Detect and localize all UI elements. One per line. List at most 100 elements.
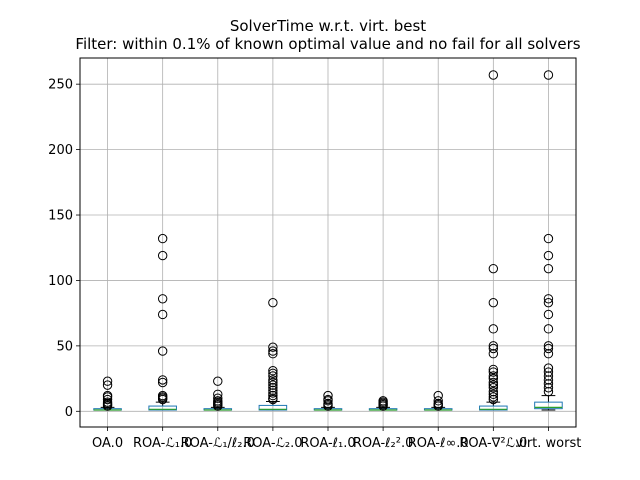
outlier-point xyxy=(102,394,113,405)
outlier-point xyxy=(157,390,168,401)
outlier-point xyxy=(268,368,278,379)
outlier-point xyxy=(213,376,223,386)
outlier-point xyxy=(268,380,278,390)
outlier-point xyxy=(488,371,499,381)
outlier-point xyxy=(323,390,333,401)
outlier-point xyxy=(543,250,554,261)
outlier-point xyxy=(543,367,554,377)
x-tick-label: ROA-ℓ₂².0 xyxy=(353,436,414,451)
x-tick-label: ROA-ℒ₂.0 xyxy=(243,436,302,451)
outlier-point xyxy=(488,389,499,399)
box-7 xyxy=(479,70,508,411)
outlier-point xyxy=(488,349,499,359)
outlier-point xyxy=(543,386,554,397)
box-iqr xyxy=(479,405,508,411)
outlier-point xyxy=(543,341,554,351)
outlier-point xyxy=(157,233,168,244)
outlier-point xyxy=(102,397,113,407)
box-1 xyxy=(148,233,177,411)
box-8 xyxy=(534,70,563,411)
outlier-point xyxy=(268,388,278,398)
outlier-point xyxy=(488,377,499,388)
outlier-point xyxy=(268,375,278,385)
outlier-point xyxy=(268,385,278,396)
x-axis-ticks: OA.0 ROA-ℒ₁.0ROA-ℒ₁/ℓ₂.0ROA-ℒ₂.0ROA-ℓ₁.0R… xyxy=(92,427,581,451)
outlier-point xyxy=(268,371,278,381)
outlier-point xyxy=(213,396,223,406)
outlier-point xyxy=(102,376,113,386)
outlier-point xyxy=(488,394,499,405)
outlier-point xyxy=(543,371,554,381)
x-tick-label: ROA-ℓ∞.0 xyxy=(408,436,469,451)
box-iqr xyxy=(148,405,177,411)
x-tick-label: ROA-∇²ℒ.0 xyxy=(459,436,527,451)
chart-title: SolverTime w.r.t. virt. best xyxy=(230,17,426,35)
outlier-point xyxy=(488,263,499,274)
outlier-point xyxy=(433,398,443,409)
outlier-point xyxy=(488,343,499,354)
outlier-point xyxy=(543,297,554,308)
outlier-point xyxy=(268,346,278,356)
outlier-point xyxy=(488,373,499,384)
outlier-point xyxy=(268,366,278,376)
outlier-point xyxy=(378,396,388,406)
outlier-point xyxy=(157,309,168,320)
outlier-point xyxy=(268,393,278,403)
outlier-point xyxy=(268,297,278,308)
outlier-point xyxy=(268,377,278,388)
outlier-point xyxy=(157,377,168,388)
x-tick-label: ROA-ℒ₁.0 xyxy=(133,436,192,451)
outlier-point xyxy=(543,343,554,354)
x-tick-label: ROA-ℒ₁/ℓ₂.0 xyxy=(181,436,255,451)
outlier-point xyxy=(543,375,554,385)
outlier-point xyxy=(323,394,333,405)
outlier-point xyxy=(543,70,554,80)
outlier-point xyxy=(268,349,278,359)
y-tick-label: 150 xyxy=(48,209,73,224)
outlier-point xyxy=(488,383,499,393)
outlier-point xyxy=(543,324,554,334)
outlier-point xyxy=(543,383,554,393)
outlier-point xyxy=(268,383,278,393)
box-iqr xyxy=(258,404,288,411)
outlier-point xyxy=(543,294,554,304)
outlier-point xyxy=(268,342,278,352)
outlier-point xyxy=(213,389,223,399)
outlier-point xyxy=(433,390,443,401)
y-tick-label: 50 xyxy=(56,339,73,354)
outlier-point xyxy=(433,396,443,406)
box-3 xyxy=(258,297,288,411)
outlier-point xyxy=(543,349,554,359)
outlier-point xyxy=(323,398,333,409)
outlier-point xyxy=(102,390,113,401)
outlier-point xyxy=(488,341,499,351)
outlier-point xyxy=(488,70,499,80)
box-6 xyxy=(423,390,453,411)
outlier-point xyxy=(488,367,499,377)
outlier-point xyxy=(488,324,499,334)
outlier-point xyxy=(157,346,168,356)
y-tick-label: 250 xyxy=(48,78,73,93)
outlier-point xyxy=(543,309,554,320)
outlier-point xyxy=(102,380,113,390)
outlier-point xyxy=(488,392,499,402)
y-axis-ticks: 0 50 100 150 200 250 xyxy=(48,78,80,420)
outlier-point xyxy=(157,294,168,304)
x-tick-label: ROA-ℓ₁.0 xyxy=(300,436,355,451)
outlier-point xyxy=(213,393,223,403)
outlier-point xyxy=(543,363,554,373)
x-tick-label: virt. worst xyxy=(516,436,582,451)
outlier-point xyxy=(543,379,554,389)
grid xyxy=(80,58,576,427)
outlier-point xyxy=(488,380,499,390)
outlier-point xyxy=(488,364,499,375)
y-tick-label: 0 xyxy=(65,405,73,420)
outlier-point xyxy=(488,297,499,308)
outlier-point xyxy=(543,233,554,244)
x-tick-label: OA.0 xyxy=(92,436,123,451)
plot-frame xyxy=(79,57,577,428)
outlier-point xyxy=(157,375,168,385)
box-iqr xyxy=(534,401,563,410)
outlier-point xyxy=(268,390,278,401)
